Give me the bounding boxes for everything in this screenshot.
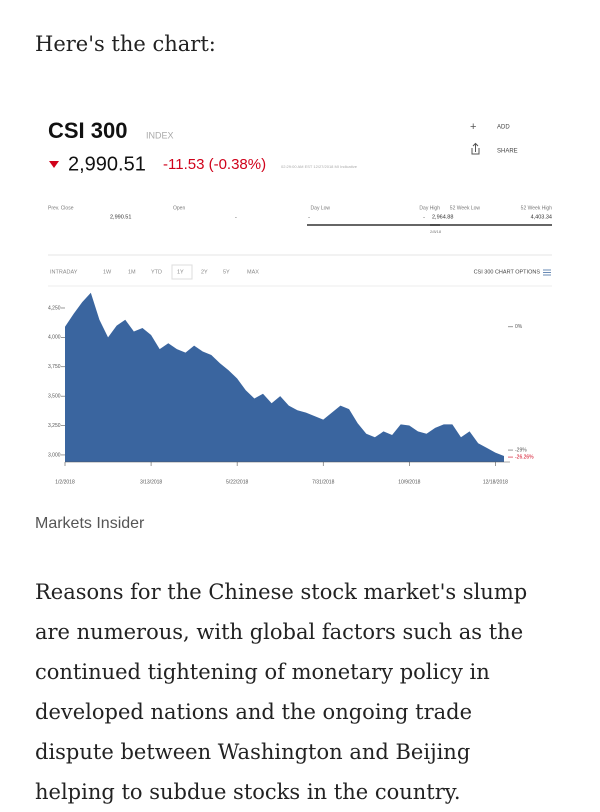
x-tick-label: 12/18/2018 xyxy=(483,479,508,485)
x-tick-label: 5/22/2018 xyxy=(226,479,248,485)
x-tick-label: 7/31/2018 xyxy=(312,479,334,485)
kind: INDEX xyxy=(146,130,174,140)
range-tab[interactable]: MAX xyxy=(247,269,259,275)
paragraph-line: are numerous, with global factors such a… xyxy=(35,620,524,644)
stat-label: Open xyxy=(173,205,185,211)
range-tab[interactable]: 1W xyxy=(103,269,112,275)
paragraph-line: helping to subdue stocks in the country. xyxy=(35,780,461,804)
area xyxy=(65,292,504,462)
range-tab[interactable]: INTRADAY xyxy=(50,269,78,275)
paragraph-line: Reasons for the Chinese stock market's s… xyxy=(35,580,528,604)
annotation: -26.26% xyxy=(515,454,534,460)
range-tab[interactable]: YTD xyxy=(151,269,162,275)
share-icon xyxy=(471,142,480,155)
paragraph-line: dispute between Washington and Beijing xyxy=(35,740,471,764)
stat-value: 4,403.34 xyxy=(531,214,552,220)
paragraph-line: continued tightening of monetary policy … xyxy=(35,660,490,684)
change: -11.53 (-0.38%) xyxy=(163,156,266,173)
paragraph-line: developed nations and the ongoing trade xyxy=(35,700,473,724)
stat-value: - xyxy=(308,214,310,220)
annotation: -29% xyxy=(515,447,527,453)
range-tab[interactable]: 5Y xyxy=(223,269,230,275)
menu-icon xyxy=(543,269,551,276)
x-tick-label: 10/9/2018 xyxy=(398,479,420,485)
x-tick-label: 3/13/2018 xyxy=(140,479,162,485)
y-tick-label: 4,000 xyxy=(48,335,61,341)
stat-label: Prev. Close xyxy=(48,205,74,211)
stat-label: 52 Week High xyxy=(521,205,553,211)
stat-label: Day Low xyxy=(311,205,331,211)
x-tick-label: 1/2/2018 xyxy=(55,479,75,485)
symbol: CSI 300 xyxy=(48,118,128,143)
stat-value: - xyxy=(235,214,237,220)
active-tab-box xyxy=(171,264,193,280)
action-button[interactable]: SHARE xyxy=(497,149,518,155)
chart-options[interactable]: CSI 300 CHART OPTIONS xyxy=(474,269,541,275)
annotation: 0% xyxy=(515,324,523,330)
intro: Here's the chart: xyxy=(35,32,216,56)
range-tab[interactable]: 1M xyxy=(128,269,136,275)
stat-label: Day High xyxy=(419,205,440,211)
range-note: 2/8/18 xyxy=(430,229,442,234)
y-tick-label: 3,500 xyxy=(48,393,61,399)
down-arrow xyxy=(49,161,59,168)
stat-value: 2,990.51 xyxy=(110,214,131,220)
y-tick-label: 3,750 xyxy=(48,364,61,370)
add-icon: + xyxy=(470,121,476,133)
range-tab[interactable]: 1Y xyxy=(177,269,184,275)
timestamp: 02:29:00 AM EST 12/27/2018 MI Indicative xyxy=(281,164,358,169)
image-credit: Markets Insider xyxy=(35,515,145,532)
price: 2,990.51 xyxy=(68,153,146,175)
action-button[interactable]: ADD xyxy=(497,125,510,131)
stat-value: 2,964.88 xyxy=(432,214,453,220)
stat-value: - xyxy=(423,214,425,220)
y-tick-label: 4,250 xyxy=(48,305,61,311)
paragraph: Reasons for the Chinese stock market's s… xyxy=(35,572,595,812)
stat-label: 52 Week Low xyxy=(450,205,481,211)
y-tick-label: 3,250 xyxy=(48,423,61,429)
range-tab[interactable]: 2Y xyxy=(201,269,208,275)
y-tick-label: 3,000 xyxy=(48,452,61,458)
